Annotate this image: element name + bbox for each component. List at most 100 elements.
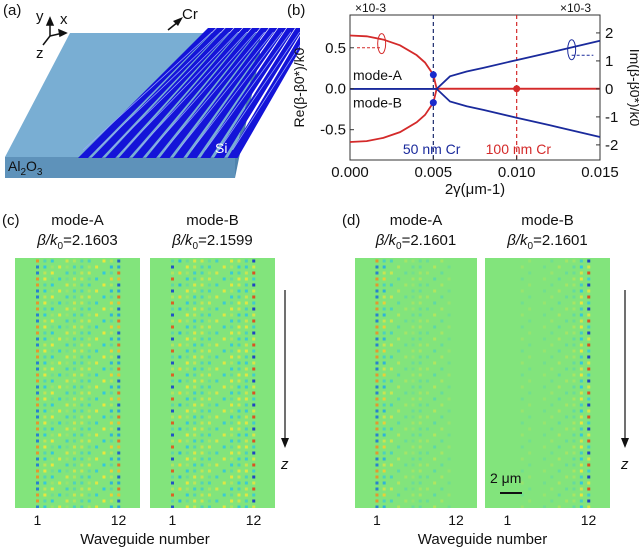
field-dot (411, 265, 415, 269)
tick-first: 1 (372, 512, 381, 528)
field-dot (397, 289, 401, 293)
field-dot (237, 391, 241, 395)
field-dot (447, 433, 451, 437)
field-dot (72, 475, 76, 479)
field-dot (193, 505, 197, 508)
field-dot (550, 331, 554, 335)
field-dot (109, 487, 113, 491)
field-dot (382, 307, 386, 311)
field-dot (109, 373, 113, 377)
field-dot (171, 331, 174, 335)
field-dot (230, 295, 234, 299)
field-dot (244, 361, 248, 365)
field-dot (382, 487, 386, 491)
field-dot (411, 307, 415, 311)
x-tick-label: 0.000 (331, 164, 369, 181)
field-dot (80, 487, 84, 491)
field-dot (237, 259, 241, 263)
field-dot (418, 349, 422, 353)
field-dot (72, 301, 76, 305)
field-dot (72, 379, 76, 383)
field-dot (193, 355, 197, 359)
panel-d-label: (d) (342, 212, 361, 229)
field-dot (433, 433, 437, 437)
field-dot (572, 457, 576, 461)
field-dot (207, 409, 211, 413)
field-dot (200, 451, 204, 455)
field-dot (411, 325, 415, 329)
field-dot (572, 469, 576, 473)
panel-a-schematic (5, 16, 300, 178)
field-dot (230, 415, 234, 419)
field-dot (207, 505, 211, 508)
field-dot (572, 355, 576, 359)
field-dot (36, 433, 39, 437)
field-dot (587, 295, 591, 299)
field-dot (252, 481, 256, 485)
field-dot (252, 475, 256, 479)
field-dot (230, 451, 234, 455)
field-dot (411, 433, 415, 437)
field-dot (411, 295, 415, 299)
field-dot (207, 289, 211, 293)
field-dot (72, 337, 76, 341)
field-dot (171, 361, 174, 365)
field-dot (418, 295, 422, 299)
waveguide (200, 28, 296, 158)
field-dot (579, 439, 583, 443)
field-dot (117, 337, 121, 341)
waveguide (118, 28, 243, 158)
field-dot (587, 349, 591, 353)
field-dot (43, 397, 47, 401)
field-dot (50, 361, 54, 365)
field-dot (375, 271, 379, 275)
field-dot (87, 307, 91, 311)
field-dot (550, 367, 554, 371)
field-dot (237, 469, 241, 473)
field-dot (80, 493, 84, 497)
field-dot (565, 355, 569, 359)
field-dot (425, 295, 429, 299)
field-dot (440, 343, 444, 347)
field-dot (215, 379, 219, 383)
marker (429, 71, 437, 79)
field-dot (433, 277, 437, 281)
field-dot (572, 301, 576, 305)
field-dot (557, 397, 561, 401)
field-dot (550, 475, 554, 479)
field-dot (375, 277, 379, 281)
field-dot (382, 355, 386, 359)
field-dot (397, 265, 401, 269)
field-dot (109, 259, 113, 263)
field-dot (230, 307, 234, 311)
field-dot (252, 289, 256, 293)
field-dot (109, 265, 113, 269)
field-dot (542, 421, 546, 425)
field-dot (58, 349, 62, 353)
field-dot (50, 391, 54, 395)
field-dot (50, 337, 54, 341)
field-dot (418, 391, 422, 395)
field-dot (87, 319, 91, 323)
field-dot (397, 433, 401, 437)
field-dot (579, 277, 583, 281)
field-dot (252, 391, 256, 395)
field-dot (36, 499, 39, 503)
field-dot (375, 427, 379, 431)
field-dot (587, 373, 591, 377)
field-dot (185, 361, 189, 365)
field-dot (87, 457, 91, 461)
field-dot (382, 361, 386, 365)
field-dot (375, 397, 379, 401)
field-dot (425, 319, 429, 323)
field-dot (579, 265, 583, 269)
field-dot (50, 277, 54, 281)
field-dot (425, 403, 429, 407)
axis-x-label: x (60, 11, 68, 28)
field-dot (572, 427, 576, 431)
left-axis-label: Re(β-β0*)/k0 (291, 47, 307, 127)
right-tick-label: -1 (605, 109, 618, 126)
field-dot (43, 481, 47, 485)
field-dot (200, 301, 204, 305)
field-dot (528, 415, 532, 419)
